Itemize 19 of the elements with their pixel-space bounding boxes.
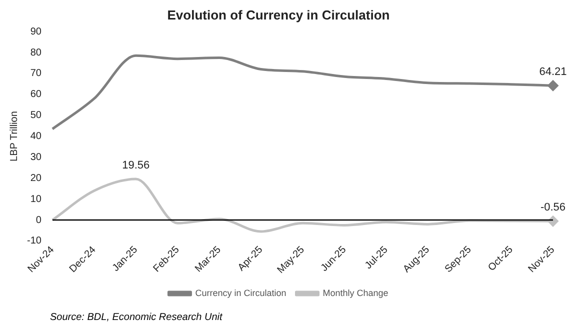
y-tick-label: 90 bbox=[30, 26, 42, 38]
chart-title: Evolution of Currency in Circulation bbox=[167, 7, 390, 22]
y-tick-label: 10 bbox=[30, 194, 42, 205]
y-tick-label: 0 bbox=[36, 214, 42, 226]
legend-label: Currency in Circulation bbox=[195, 288, 286, 298]
y-tick-label: 20 bbox=[30, 172, 42, 184]
y-tick-label: 70 bbox=[30, 68, 42, 80]
y-tick-label: -10 bbox=[27, 236, 42, 247]
data-label: -0.56 bbox=[540, 202, 566, 214]
y-tick-label: 80 bbox=[30, 47, 42, 58]
y-tick-label: 50 bbox=[30, 110, 42, 122]
y-tick-label: 30 bbox=[30, 152, 42, 163]
data-label: 64.21 bbox=[539, 66, 567, 78]
y-tick-label: 40 bbox=[30, 131, 42, 142]
source-note: Source: BDL, Economic Research Unit bbox=[50, 312, 222, 323]
y-tick-label: 60 bbox=[30, 89, 42, 100]
y-axis-title: LBP Trillion bbox=[8, 111, 20, 162]
data-label: 19.56 bbox=[122, 160, 150, 172]
legend-label: Monthly Change bbox=[322, 288, 388, 298]
